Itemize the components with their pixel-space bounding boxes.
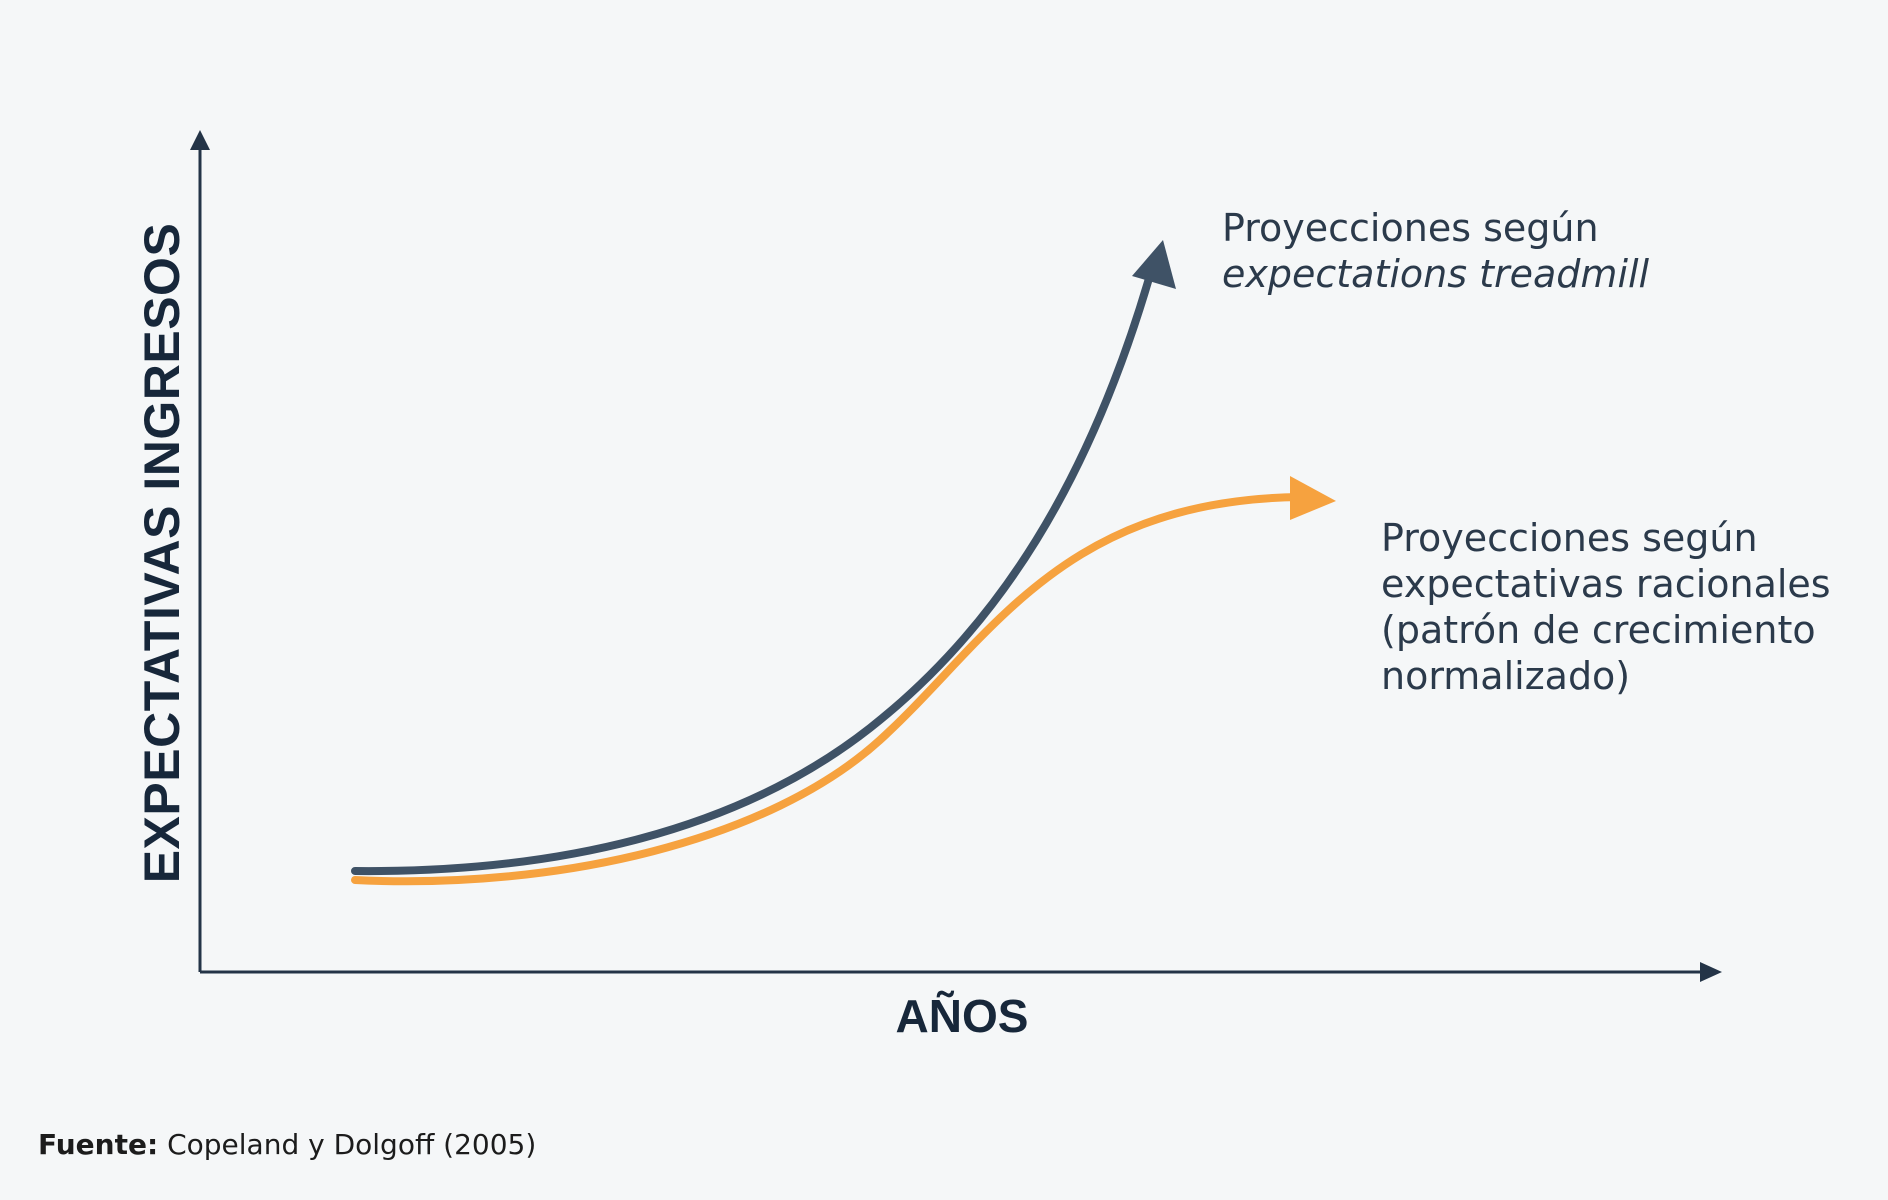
x-axis-label: AÑOS (895, 990, 1029, 1042)
rational-expectations-arrowhead (1290, 476, 1336, 520)
annotation-line: expectativas racionales (1381, 562, 1831, 606)
source-label: Fuente: (38, 1128, 159, 1161)
x-axis-arrowhead (1700, 962, 1722, 982)
rational-expectations-annotation: Proyecciones según expectativas racional… (1381, 515, 1831, 699)
y-axis-label: EXPECTATIVAS INGRESOS (134, 222, 190, 884)
annotation-line: (patrón de crecimiento (1381, 608, 1816, 652)
annotation-line: Proyecciones según (1222, 206, 1599, 250)
rational-expectations-curve (351, 493, 1304, 886)
source-text: Copeland y Dolgoff (2005) (167, 1128, 537, 1161)
source-note: Fuente: Copeland y Dolgoff (2005) (38, 1128, 536, 1161)
annotation-line: Proyecciones según (1381, 516, 1758, 560)
annotation-line: normalizado) (1381, 654, 1631, 698)
annotation-line-italic: expectations treadmill (1222, 252, 1650, 296)
expectations-treadmill-arrowhead (1132, 240, 1176, 289)
expectations-treadmill-curve (351, 271, 1154, 876)
expectations-treadmill-annotation: Proyecciones según expectations treadmil… (1222, 205, 1649, 297)
y-axis-arrowhead (190, 130, 210, 150)
